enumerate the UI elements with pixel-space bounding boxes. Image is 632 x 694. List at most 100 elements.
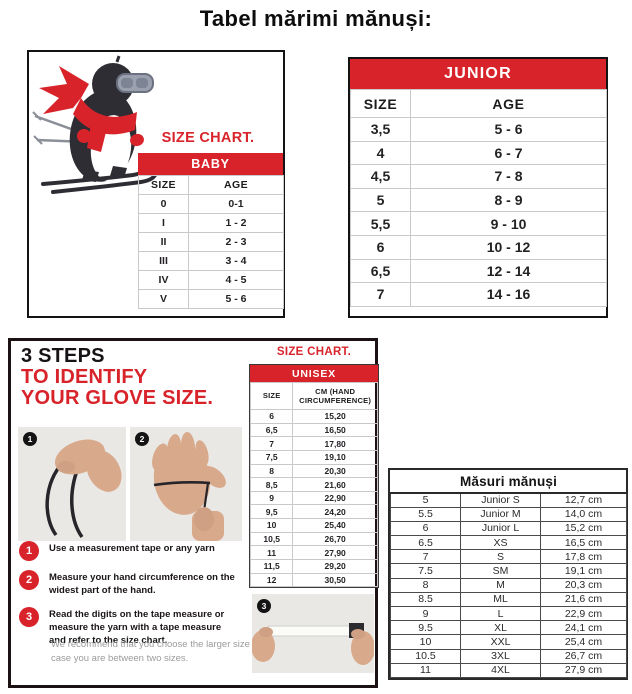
- table-header-row: SIZE CM (HAND CIRCUMFERENCE): [249, 382, 378, 410]
- column-header-size: SIZE: [249, 382, 294, 410]
- table-cell: 6: [390, 520, 461, 537]
- table-row: 6,5 16,50: [249, 422, 378, 438]
- table-cell: V: [138, 289, 189, 309]
- step-item-3: 3 Read the digits on the tape measure or…: [19, 606, 251, 648]
- steps-heading-line3: YOUR GLOVE SIZE.: [21, 386, 214, 409]
- table-cell: 5 - 6: [188, 289, 284, 309]
- table-cell: III: [138, 251, 189, 271]
- table-cell: 6 - 7: [410, 140, 607, 166]
- table-cell: 12: [249, 572, 294, 588]
- unisex-table-title: UNISEX: [250, 365, 378, 382]
- steps-heading-line1: 3 STEPS: [21, 345, 105, 367]
- table-row: 11 4XL 27,9 cm: [390, 662, 628, 678]
- table-row: II 2 - 3: [138, 232, 284, 252]
- photo-badge-3: 3: [257, 599, 271, 614]
- masuri-table-title: Măsuri mănuși: [390, 470, 627, 494]
- table-cell: 6: [350, 234, 411, 260]
- table-cell: 7 - 8: [410, 164, 607, 189]
- column-header-size: SIZE: [138, 175, 189, 195]
- table-cell: 11,5: [249, 559, 294, 574]
- table-title-row: Măsuri mănuși: [390, 470, 627, 494]
- step-text-3: Read the digits on the tape measure or m…: [49, 608, 225, 647]
- table-cell: 19,1 cm: [539, 563, 628, 579]
- table-row: 6 Junior L 15,2 cm: [390, 520, 628, 537]
- table-row: 7 14 - 16: [350, 282, 607, 307]
- step-text-1: Use a measurement tape or any yarn: [49, 543, 215, 554]
- unisex-size-chart-column: SIZE CHART. UNISEX SIZE CM (HAND CIRCUMF…: [249, 343, 379, 674]
- table-cell: XL: [460, 620, 541, 636]
- table-row: 5.5 Junior M 14,0 cm: [390, 506, 628, 522]
- table-cell: 7: [350, 282, 411, 307]
- table-row: 8 20,30: [249, 463, 378, 479]
- table-row: 12 30,50: [249, 572, 378, 588]
- table-cell: 9.5: [390, 620, 461, 636]
- steps-heading: 3 STEPS TO IDENTIFY YOUR GLOVE SIZE.: [21, 346, 213, 408]
- step-number-badge-3: 3: [19, 606, 39, 627]
- table-row: 11,5 29,20: [249, 559, 378, 574]
- table-cell: 11: [390, 662, 461, 678]
- table-row: 5 Junior S 12,7 cm: [390, 492, 628, 508]
- step1-photo-yarn: 1: [18, 427, 126, 541]
- table-row: 0 0-1: [138, 194, 284, 214]
- table-row: 10 25,40: [249, 518, 378, 533]
- table-cell: 7: [390, 549, 461, 565]
- table-cell: 1 - 2: [188, 213, 284, 233]
- photo-badge-1: 1: [23, 432, 37, 446]
- step-item-1: 1 Use a measurement tape or any yarn: [19, 541, 251, 561]
- table-cell: 10 - 12: [410, 234, 607, 260]
- photo-badge-2: 2: [135, 432, 149, 446]
- table-cell: 26,70: [292, 531, 378, 547]
- step-number-badge-2: 2: [19, 570, 39, 590]
- table-cell: 27,9 cm: [539, 662, 628, 678]
- table-cell: 8,5: [249, 477, 294, 492]
- table-cell: 21,60: [292, 477, 378, 492]
- table-cell: 5.5: [390, 506, 461, 522]
- table-cell: 7: [249, 436, 294, 451]
- table-cell: 25,4 cm: [539, 634, 628, 650]
- table-row: 7.5 SM 19,1 cm: [390, 563, 628, 579]
- table-cell: 26,7 cm: [539, 648, 628, 664]
- table-cell: S: [460, 549, 541, 565]
- table-cell: 3XL: [460, 648, 541, 664]
- table-cell: 17,8 cm: [539, 549, 628, 565]
- table-cell: 20,30: [292, 463, 378, 479]
- penguin-skier-illustration: [29, 54, 171, 196]
- size-chart-heading: SIZE CHART.: [276, 346, 352, 358]
- table-cell: 30,50: [292, 572, 378, 588]
- step-item-2: 2 Measure your hand circumference on the…: [19, 570, 251, 598]
- table-row: 7,5 19,10: [249, 449, 378, 465]
- table-cell: Junior M: [460, 506, 541, 522]
- table-cell: 19,10: [292, 449, 378, 465]
- table-cell: 14,0 cm: [539, 506, 628, 522]
- table-cell: 4 - 5: [188, 270, 284, 290]
- table-cell: L: [460, 605, 541, 622]
- step2-photo-measure-hand: 2: [130, 427, 242, 541]
- table-cell: 3,5: [350, 117, 411, 142]
- masuri-manusi-table: Măsuri mănuși 5 Junior S 12,7 cm 5.5 Junior …: [388, 468, 628, 680]
- table-cell: 5: [350, 187, 411, 213]
- unisex-table: UNISEX SIZE CM (HAND CIRCUMFERENCE) 6 15,…: [249, 364, 379, 589]
- table-cell: 29,20: [292, 559, 378, 574]
- table-cell: 7.5: [390, 563, 461, 579]
- hand-circumference-illustration: [152, 432, 226, 541]
- table-row: 9.5 XL 24,1 cm: [390, 620, 628, 636]
- table-row: 9,5 24,20: [249, 504, 378, 520]
- table-row: 4,5 7 - 8: [350, 164, 607, 189]
- table-cell: M: [460, 577, 541, 593]
- table-cell: 9: [390, 605, 461, 622]
- table-cell: 9: [249, 490, 294, 506]
- steps-list: 1 Use a measurement tape or any yarn 2 M…: [19, 541, 251, 647]
- table-cell: 22,9 cm: [539, 605, 628, 622]
- table-cell: 11: [249, 545, 294, 561]
- table-cell: 6.5: [390, 535, 461, 551]
- table-cell: Junior S: [460, 492, 541, 508]
- size-chart-heading: SIZE CHART.: [161, 130, 255, 146]
- table-row: 7 S 17,8 cm: [390, 549, 628, 565]
- table-cell: 5 - 6: [410, 117, 607, 142]
- step-number-badge-1: 1: [19, 541, 39, 561]
- table-cell: SM: [460, 563, 541, 579]
- table-cell: 6,5: [249, 422, 294, 438]
